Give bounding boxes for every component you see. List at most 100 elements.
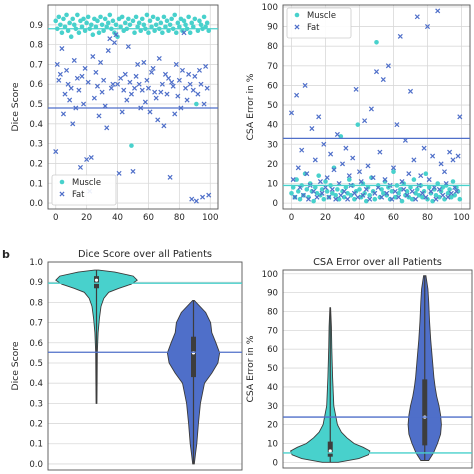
- x-tick-label: 20: [81, 213, 92, 223]
- data-point-fat: [132, 85, 138, 91]
- data-point-fat: [390, 165, 397, 171]
- data-point-muscle: [423, 171, 429, 176]
- data-point-muscle: [65, 28, 71, 34]
- y-tick-label: 1.0: [29, 258, 43, 268]
- data-point-muscle: [316, 173, 322, 178]
- data-point-fat: [156, 55, 162, 61]
- x-tick-label: 100: [202, 213, 218, 223]
- data-point-muscle: [181, 18, 187, 24]
- data-point-fat: [300, 192, 306, 198]
- data-point-fat: [343, 145, 349, 151]
- data-point-fat: [141, 59, 147, 65]
- data-point-muscle: [90, 32, 96, 38]
- data-point-fat: [295, 165, 301, 171]
- y-tick-label: 0.9: [29, 278, 43, 288]
- data-point-fat: [119, 109, 125, 115]
- data-point-fat: [124, 97, 130, 103]
- data-point-muscle: [398, 187, 403, 192]
- data-point-muscle: [81, 16, 86, 22]
- data-point-fat: [333, 196, 339, 202]
- data-point-muscle: [194, 101, 199, 107]
- y-tick-label: 0.8: [29, 41, 43, 51]
- data-point-muscle: [290, 185, 296, 190]
- data-point-muscle: [311, 198, 316, 204]
- data-point-fat: [380, 77, 386, 83]
- data-point-fat: [201, 101, 207, 107]
- data-point-muscle: [127, 22, 133, 28]
- legend-marker-fat: [59, 191, 65, 197]
- data-point-muscle: [118, 24, 123, 30]
- data-point-fat: [419, 190, 425, 196]
- violin-dice-panel: 0.0 0.1 0.2 0.3 0.4 0.5 0.6 0.7 0.8 0.9 1.0 Dice Sc…: [10, 249, 243, 471]
- data-point-fat: [125, 44, 131, 50]
- data-point-muscle: [357, 187, 362, 192]
- data-point-fat: [411, 157, 417, 163]
- data-point-muscle: [420, 194, 425, 200]
- y-tick-label: 70: [267, 326, 278, 336]
- data-point-fat: [90, 53, 96, 60]
- data-point-muscle: [289, 191, 294, 196]
- data-point-fat: [355, 194, 361, 200]
- data-point-fat: [176, 77, 182, 83]
- data-point-fat: [149, 69, 155, 75]
- violin-median-muscle: [328, 449, 332, 453]
- data-point-muscle: [70, 16, 76, 22]
- data-point-fat: [329, 186, 335, 192]
- data-point-fat: [172, 111, 178, 117]
- data-point-muscle: [201, 14, 207, 20]
- data-point-muscle: [452, 192, 458, 198]
- data-point-fat: [121, 87, 127, 93]
- data-point-muscle: [381, 191, 386, 196]
- data-point-muscle: [374, 39, 379, 45]
- data-point-fat: [145, 85, 151, 91]
- data-point-muscle: [392, 194, 398, 200]
- data-point-muscle: [343, 185, 349, 190]
- data-point-fat: [441, 169, 448, 175]
- x-tick-label: 40: [112, 213, 123, 223]
- data-point-muscle: [133, 14, 139, 20]
- data-point-fat: [91, 95, 97, 101]
- chart-title: Dice Score over all Patients: [78, 249, 212, 260]
- y-tick-label: 60: [267, 345, 278, 355]
- data-point-fat: [206, 192, 212, 198]
- data-point-fat: [304, 171, 310, 177]
- data-point-fat: [455, 153, 461, 159]
- y-tick-label: 50: [267, 364, 278, 374]
- data-point-fat: [438, 161, 444, 167]
- data-point-fat: [200, 194, 206, 200]
- data-point-muscle: [61, 16, 66, 22]
- data-point-fat: [190, 87, 196, 93]
- data-point-fat: [99, 89, 105, 95]
- data-point-fat: [108, 85, 114, 91]
- data-point-fat: [428, 188, 434, 194]
- data-point-muscle: [129, 143, 134, 148]
- data-point-fat: [186, 71, 192, 77]
- data-point-fat: [144, 77, 150, 83]
- data-point-muscle: [119, 14, 125, 20]
- data-point-fat: [314, 194, 320, 200]
- legend-label-muscle: Muscle: [307, 10, 336, 20]
- data-point-muscle: [321, 196, 327, 202]
- data-point-muscle: [396, 191, 401, 196]
- data-point-muscle: [355, 122, 361, 127]
- data-point-fat: [365, 163, 371, 169]
- data-point-muscle: [430, 198, 435, 204]
- axes-frame: [47, 261, 243, 471]
- data-point-muscle: [175, 20, 181, 26]
- data-point-muscle: [352, 196, 357, 202]
- data-point-fat: [358, 179, 364, 185]
- x-tick-label: 60: [143, 213, 154, 223]
- data-point-fat: [457, 114, 463, 120]
- data-point-fat: [153, 95, 159, 101]
- panel-letter-b: b: [2, 248, 10, 261]
- data-point-muscle: [449, 194, 454, 200]
- y-tick-label: 0: [273, 199, 278, 209]
- data-point-muscle: [84, 20, 89, 26]
- data-point-fat: [384, 190, 390, 196]
- data-point-muscle: [71, 22, 77, 28]
- data-point-muscle: [404, 189, 410, 194]
- y-tick-label: 0: [273, 458, 278, 468]
- data-point-fat: [192, 73, 198, 79]
- x-tick-label: 0: [53, 213, 58, 223]
- data-point-muscle: [135, 24, 140, 30]
